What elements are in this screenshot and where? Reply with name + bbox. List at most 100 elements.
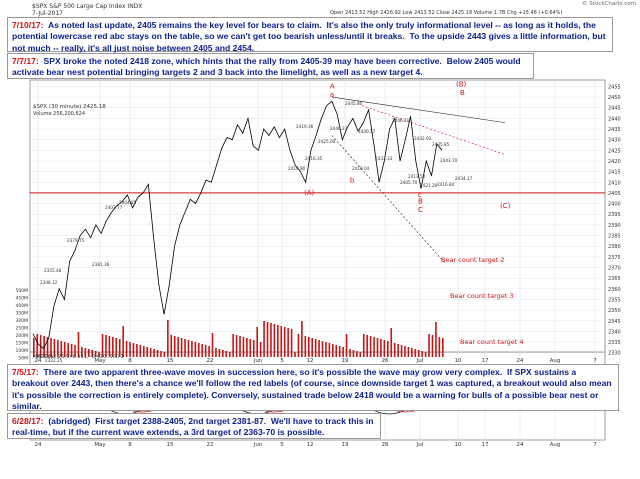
volume-bar xyxy=(208,346,210,357)
volume-bar xyxy=(321,341,324,357)
volume-bar xyxy=(438,337,441,357)
y-tick-label: 2445 xyxy=(608,106,621,112)
x-tick-label: 15 xyxy=(167,442,174,448)
y-tick-label: 2385 xyxy=(608,234,621,240)
volume-bar xyxy=(136,344,138,357)
y-tick-label: 2440 xyxy=(608,116,621,122)
price-callout: 2381.36 xyxy=(92,262,110,267)
volume-bar xyxy=(249,339,252,357)
volume-bar xyxy=(318,340,320,357)
lower-trendline xyxy=(331,135,446,264)
volume-bar xyxy=(352,350,355,357)
volume-bar xyxy=(197,343,200,357)
price-callout: 2433.33 xyxy=(375,156,393,161)
x-tick-label: 19 xyxy=(342,442,349,448)
x-tick-label: 19 xyxy=(342,358,349,364)
y-tick-label: 2380 xyxy=(608,244,621,250)
price-callout: 2404.85 xyxy=(119,200,137,205)
note-text: As noted last update, 2405 remains the k… xyxy=(12,20,608,53)
price-callout: 2419.80 xyxy=(288,166,306,171)
volume-bar xyxy=(380,339,382,357)
x-tick-label: 8 xyxy=(128,442,132,448)
volume-bar xyxy=(383,340,386,357)
x-tick-label: 24 xyxy=(517,442,524,448)
note-date: 7/7/17: xyxy=(12,56,39,66)
x-tick-label: 12 xyxy=(307,358,314,364)
note-7-5: 7/5/17: There are two apparent three-wav… xyxy=(7,364,619,411)
volume-tick-label: 150M xyxy=(16,341,29,347)
volume-tick-label: 250M xyxy=(16,326,29,332)
volume-bar xyxy=(387,341,389,357)
volume-bar xyxy=(277,325,279,357)
y-tick-label: 2350 xyxy=(608,308,621,314)
volume-bar xyxy=(393,343,396,357)
x-tick-label: 26 xyxy=(382,442,389,448)
price-callout: 2403.77 xyxy=(105,205,123,210)
volume-bar xyxy=(307,337,310,357)
volume-bar xyxy=(108,336,111,357)
volume-bar xyxy=(33,338,35,357)
volume-bar xyxy=(366,335,368,357)
y-tick-label: 2390 xyxy=(608,223,621,229)
volume-bar xyxy=(400,345,403,357)
volume-bar xyxy=(215,348,217,357)
volume-bar xyxy=(431,335,434,357)
volume-bar xyxy=(411,348,413,357)
x-tick-label: 24 xyxy=(517,358,524,364)
volume-bar xyxy=(356,351,358,357)
volume-tick-label: 300M xyxy=(16,318,29,324)
volume-bar xyxy=(191,341,193,357)
y-tick-label: 2335 xyxy=(608,340,621,346)
note-date: 7/10/17: xyxy=(12,20,44,30)
x-tick-label: Jul xyxy=(416,358,424,364)
volume-bar xyxy=(53,339,56,357)
volume-bar xyxy=(91,350,94,357)
volume-bar xyxy=(332,344,334,357)
x-tick-label: 22 xyxy=(207,442,214,448)
y-tick-label: 2355 xyxy=(608,297,621,303)
volume-bar xyxy=(338,346,341,357)
price-callout: 2421.20 xyxy=(420,183,438,188)
note-text: SPX broke the noted 2418 zone, which hin… xyxy=(12,56,524,78)
x-tick-label: 17 xyxy=(482,442,489,448)
y-tick-label: 2415 xyxy=(608,170,621,176)
wave-label: (B) xyxy=(456,80,467,88)
y-tick-label: 2330 xyxy=(608,351,621,357)
volume-bar xyxy=(184,339,186,357)
price-callout: 2440.23 xyxy=(330,126,348,131)
x-tick-label: 24 xyxy=(35,442,42,448)
volume-bar xyxy=(304,336,307,357)
x-tick-label: 7 xyxy=(593,442,597,448)
price-callout: 2440.17 xyxy=(358,129,376,134)
volume-tick-label: 450M xyxy=(16,296,29,302)
volume-bar xyxy=(87,349,90,357)
volume-bar xyxy=(290,329,293,357)
x-tick-label: Jun xyxy=(253,442,263,448)
volume-bar xyxy=(239,336,241,357)
x-tick-label: Jun xyxy=(253,358,263,364)
price-callout: 2445.80 xyxy=(345,101,363,106)
y-tick-label: 2430 xyxy=(608,138,621,144)
red-channel-line xyxy=(361,105,506,155)
volume-bar xyxy=(122,326,124,357)
macd-legend: MACD(12,26,9) 0.551, -0.420, 0.971 xyxy=(33,354,124,360)
volume-bar xyxy=(390,328,393,357)
volume-bar xyxy=(311,338,313,357)
volume-bar xyxy=(125,341,128,357)
wave-label: B xyxy=(460,89,465,97)
volume-bar xyxy=(359,352,362,357)
volume-bar xyxy=(50,338,52,357)
volume-bar xyxy=(297,334,300,357)
wave-label: a xyxy=(330,91,334,99)
y-tick-label: 2345 xyxy=(608,319,621,325)
volume-bar xyxy=(101,334,104,357)
x-tick-label: Aug xyxy=(550,442,561,448)
volume-bar xyxy=(173,336,176,357)
volume-bar xyxy=(397,344,399,357)
volume-bar xyxy=(256,327,259,357)
volume-bar xyxy=(115,338,118,357)
volume-bar xyxy=(204,345,207,357)
volume-bar xyxy=(74,345,76,357)
volume-bar xyxy=(36,334,39,357)
price-callout: 2434.17 xyxy=(455,176,473,181)
